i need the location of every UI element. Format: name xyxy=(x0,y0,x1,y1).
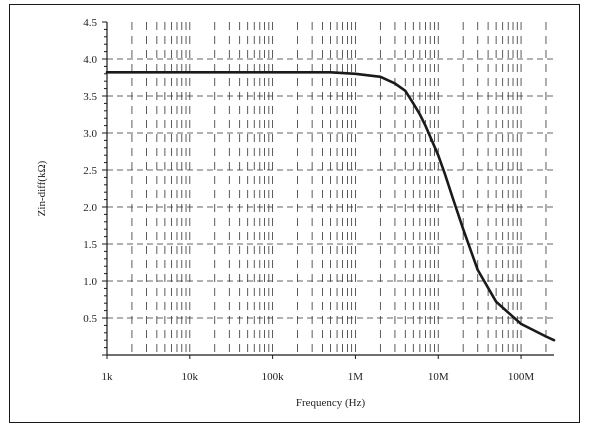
x-tick-label: 100k xyxy=(262,371,285,383)
x-tick-label: 100M xyxy=(508,371,535,383)
y-tick-label: 3.0 xyxy=(83,128,97,140)
x-tick-label: 1M xyxy=(348,371,364,383)
y-tick-label: 4.0 xyxy=(83,54,97,66)
series-layer xyxy=(105,71,556,342)
x-axis-label: Frequency (Hz) xyxy=(296,397,366,409)
y-tick-label: 2.0 xyxy=(83,202,97,214)
x-tick-label: 1k xyxy=(102,371,114,383)
grid xyxy=(107,22,554,355)
y-tick-label: 0.5 xyxy=(83,313,97,325)
series-line xyxy=(105,71,556,342)
tick-labels: 0.5 1.0 1.5 2.0 2.5 3.0 3.5 4.0 4.5 1k 10k 100k 1M 10… xyxy=(83,17,534,383)
y-tick-label: 1.5 xyxy=(83,239,97,251)
x-tick-label: 10k xyxy=(182,371,199,383)
y-tick-label: 3.5 xyxy=(83,91,97,103)
x-tick-label: 10M xyxy=(428,371,449,383)
y-axis-label: Zin-diff(kΩ) xyxy=(36,160,48,216)
y-tick-label: 1.0 xyxy=(83,276,97,288)
axes xyxy=(102,21,554,359)
y-tick-label: 2.5 xyxy=(83,165,97,177)
y-tick-label: 4.5 xyxy=(83,17,97,29)
